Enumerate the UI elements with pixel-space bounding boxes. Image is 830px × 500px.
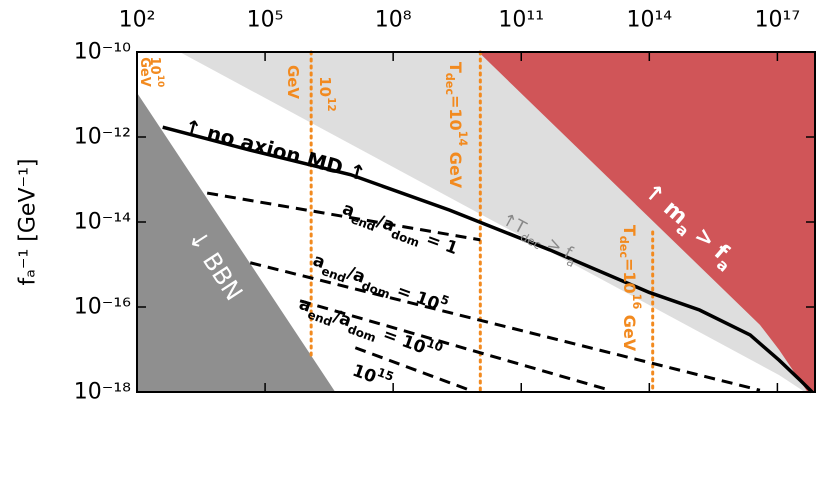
annotation-sup: 10 xyxy=(155,75,165,88)
annotation-sub: dom xyxy=(346,322,378,345)
annotation-sup: 16 xyxy=(630,294,643,310)
x-tick-label: 10¹⁷ xyxy=(755,8,801,33)
region xyxy=(137,92,336,392)
y-axis-label: fₐ⁻¹ [GeV⁻¹] xyxy=(16,158,41,285)
annotation-sup: 14 xyxy=(456,131,469,147)
y-tick-label: 10⁻¹⁴ xyxy=(74,210,131,235)
annotation-text: 10 xyxy=(316,76,334,97)
annotation: 1010 xyxy=(148,57,166,88)
x-tick-label: 10¹⁴ xyxy=(626,8,672,33)
y-tick-label: 10⁻¹⁸ xyxy=(74,380,131,405)
annotation-sub: dom xyxy=(389,227,421,250)
annotation-text: T xyxy=(447,62,466,73)
annotation-sub: end xyxy=(349,212,377,234)
annotation-text: /a xyxy=(374,211,397,236)
region xyxy=(478,52,815,392)
annotation: Tdec=1016 GeV xyxy=(617,225,643,352)
curve xyxy=(162,125,814,394)
annotation-sub: dec xyxy=(443,73,456,95)
x-tick-label: 10¹¹ xyxy=(498,8,544,33)
x-tick-label: 10⁵ xyxy=(247,8,284,33)
annotation-text: GeV xyxy=(621,309,640,352)
y-tick-label: 10⁻¹² xyxy=(74,125,131,150)
annotation-sup: 12 xyxy=(325,97,337,112)
curve xyxy=(206,191,481,242)
y-tick-label: 10⁻¹⁰ xyxy=(74,40,131,65)
annotation-sup: 10 xyxy=(425,336,445,355)
curve xyxy=(354,346,471,392)
curve xyxy=(249,261,761,392)
annotation-text: = 1 xyxy=(418,227,460,259)
annotation-text: 10 xyxy=(350,361,379,388)
annotation-text: =10 xyxy=(447,95,466,131)
annotation-sub: dec xyxy=(617,236,630,258)
annotation-text: GeV xyxy=(447,146,466,189)
annotation: GeV xyxy=(284,65,302,99)
annotation: Tdec=1014 GeV xyxy=(443,62,469,189)
annotation-text: =10 xyxy=(621,258,640,294)
y-tick-label: 10⁻¹⁶ xyxy=(74,295,131,320)
annotation-text: GeV xyxy=(138,57,153,87)
annotation-text: T xyxy=(621,225,640,236)
x-tick-label: 10² xyxy=(119,8,156,33)
x-tick-label: 10⁸ xyxy=(375,8,412,33)
annotation-text: = 10 xyxy=(388,279,442,315)
annotation-sub: dom xyxy=(360,278,392,301)
annotation: 1012 xyxy=(316,76,337,112)
annotation-sup: 15 xyxy=(375,365,395,384)
annotation-text: = 10 xyxy=(375,323,429,359)
annotation: 1015 xyxy=(350,357,396,393)
annotation: GeV xyxy=(138,57,153,87)
annotation-text: /a xyxy=(345,263,368,288)
annotation-text: GeV xyxy=(284,65,302,99)
annotation-text: /a xyxy=(331,307,354,332)
annotation-text: 10 xyxy=(148,57,163,75)
